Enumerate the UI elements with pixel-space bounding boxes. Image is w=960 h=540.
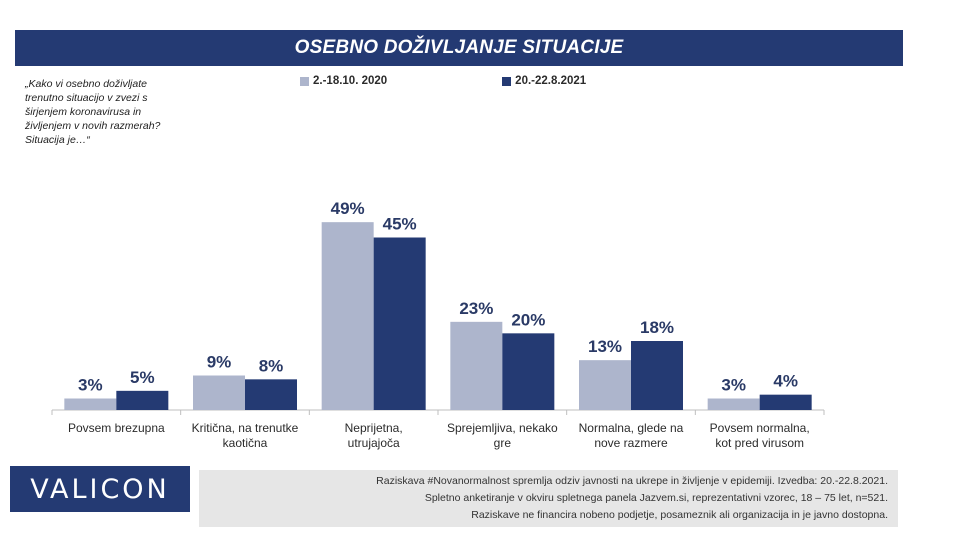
bar [759, 394, 812, 410]
x-tick-label: Povsem normalna, [710, 421, 810, 435]
x-tick-label: Neprijetna, [345, 421, 403, 435]
bar [64, 398, 117, 410]
bar [707, 398, 760, 410]
bar [193, 375, 245, 410]
data-label: 18% [640, 318, 674, 337]
data-label: 3% [721, 376, 746, 395]
x-tick-label: nove razmere [594, 436, 668, 450]
legend-swatch-2021 [502, 76, 512, 86]
bar [373, 237, 426, 410]
data-label: 9% [207, 353, 232, 372]
x-tick-label: Sprejemljiva, nekako [447, 421, 558, 435]
data-label: 8% [259, 356, 284, 375]
x-tick-label: kot pred virusom [715, 436, 804, 450]
valicon-logo: VALICON [10, 466, 190, 512]
x-tick-label: Normalna, glede na [579, 421, 684, 435]
legend-swatch-2020 [300, 76, 309, 86]
bar [502, 333, 555, 410]
footer-note: Raziskava #Novanormalnost spremlja odziv… [199, 470, 898, 527]
x-tick-label: Kritična, na trenutke [192, 421, 299, 435]
data-label: 45% [383, 215, 417, 234]
data-label: 4% [773, 372, 798, 391]
chart-legend: 2.-18.10. 2020 20.-22.8.2021 [300, 75, 586, 87]
data-label: 20% [511, 310, 545, 329]
bar [116, 390, 169, 410]
bar [245, 379, 297, 410]
data-label: 13% [588, 337, 622, 356]
survey-question: „Kako vi osebno doživljate trenutno situ… [25, 78, 161, 146]
data-label: 23% [459, 299, 493, 318]
page-title: OSEBNO DOŽIVLJANJE SITUACIJE [15, 30, 903, 66]
legend-label-2020: 2.-18.10. 2020 [313, 75, 388, 87]
data-label: 49% [331, 199, 365, 218]
x-tick-label: utrujajoča [348, 436, 400, 450]
x-tick-label: gre [494, 436, 512, 450]
footer-line: Raziskave ne financira nobeno podjetje, … [471, 509, 888, 521]
footer-line: Raziskava #Novanormalnost spremlja odziv… [376, 475, 888, 487]
legend-item-2021: 20.-22.8.2021 [502, 75, 586, 87]
legend-item-2020: 2.-18.10. 2020 [300, 75, 387, 87]
bar [579, 360, 631, 410]
bar [321, 222, 374, 410]
footer-line: Spletno anketiranje v okviru spletnega p… [424, 492, 888, 504]
bar [450, 321, 503, 410]
data-label: 5% [130, 368, 155, 387]
bar [631, 341, 683, 410]
data-label: 3% [78, 376, 103, 395]
legend-label-2021: 20.-22.8.2021 [515, 75, 587, 87]
x-tick-label: kaotična [223, 436, 268, 450]
x-tick-label: Povsem brezupna [68, 421, 165, 435]
